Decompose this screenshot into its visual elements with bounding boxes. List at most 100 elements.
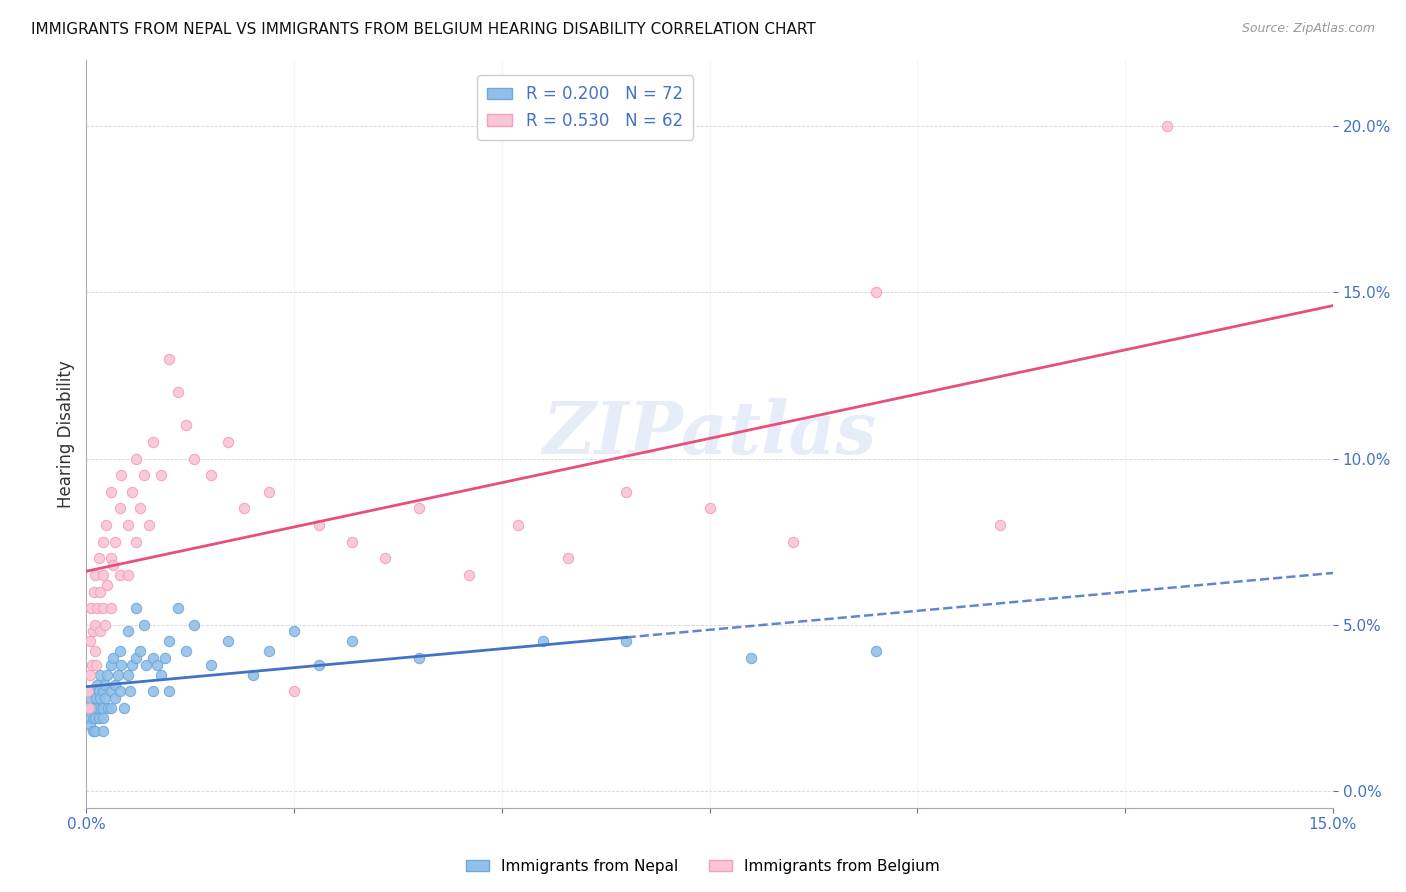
Point bbox=[103, 678, 125, 692]
Point bbox=[142, 684, 165, 698]
Legend: Immigrants from Nepal, Immigrants from Belgium: Immigrants from Nepal, Immigrants from B… bbox=[460, 853, 946, 880]
Point bbox=[100, 701, 122, 715]
Point bbox=[100, 601, 122, 615]
Point bbox=[77, 701, 100, 715]
Point bbox=[82, 624, 104, 639]
Point bbox=[129, 644, 152, 658]
Point bbox=[342, 534, 364, 549]
Point bbox=[616, 484, 638, 499]
Point bbox=[83, 584, 105, 599]
Point bbox=[118, 684, 141, 698]
Point bbox=[155, 651, 177, 665]
Point bbox=[84, 690, 107, 705]
Point bbox=[83, 724, 105, 739]
Point bbox=[374, 551, 396, 566]
Point bbox=[782, 534, 804, 549]
Point bbox=[101, 651, 124, 665]
Point bbox=[157, 351, 180, 366]
Point bbox=[865, 644, 887, 658]
Point bbox=[87, 711, 110, 725]
Point bbox=[108, 644, 131, 658]
Point bbox=[89, 690, 111, 705]
Point bbox=[97, 701, 120, 715]
Point bbox=[86, 601, 108, 615]
Point bbox=[82, 701, 104, 715]
Point bbox=[342, 634, 364, 648]
Point bbox=[91, 601, 114, 615]
Point bbox=[83, 617, 105, 632]
Point bbox=[91, 568, 114, 582]
Point bbox=[83, 644, 105, 658]
Point bbox=[83, 701, 105, 715]
Point bbox=[80, 684, 103, 698]
Point bbox=[865, 285, 887, 300]
Point bbox=[233, 501, 256, 516]
Point bbox=[82, 657, 104, 672]
Point bbox=[142, 434, 165, 449]
Point bbox=[87, 684, 110, 698]
Y-axis label: Hearing Disability: Hearing Disability bbox=[58, 359, 75, 508]
Point bbox=[96, 518, 118, 533]
Point bbox=[200, 657, 222, 672]
Point bbox=[217, 434, 239, 449]
Point bbox=[408, 651, 430, 665]
Point bbox=[138, 518, 160, 533]
Point bbox=[408, 501, 430, 516]
Point bbox=[82, 711, 104, 725]
Point bbox=[134, 468, 156, 483]
Point bbox=[108, 684, 131, 698]
Point bbox=[125, 651, 148, 665]
Point bbox=[93, 678, 115, 692]
Point bbox=[183, 617, 205, 632]
Point bbox=[84, 657, 107, 672]
Point bbox=[83, 684, 105, 698]
Text: IMMIGRANTS FROM NEPAL VS IMMIGRANTS FROM BELGIUM HEARING DISABILITY CORRELATION : IMMIGRANTS FROM NEPAL VS IMMIGRANTS FROM… bbox=[31, 22, 815, 37]
Point bbox=[86, 678, 108, 692]
Point bbox=[100, 657, 122, 672]
Point bbox=[91, 534, 114, 549]
Point bbox=[77, 684, 100, 698]
Point bbox=[104, 534, 127, 549]
Point bbox=[108, 501, 131, 516]
Text: Source: ZipAtlas.com: Source: ZipAtlas.com bbox=[1241, 22, 1375, 36]
Point bbox=[990, 518, 1012, 533]
Point bbox=[166, 601, 188, 615]
Point bbox=[89, 667, 111, 681]
Point bbox=[89, 584, 111, 599]
Point bbox=[146, 657, 169, 672]
Point bbox=[91, 701, 114, 715]
Point bbox=[121, 657, 143, 672]
Point bbox=[80, 601, 103, 615]
Point bbox=[308, 657, 330, 672]
Point bbox=[79, 711, 101, 725]
Point bbox=[96, 667, 118, 681]
Point bbox=[257, 484, 280, 499]
Point bbox=[110, 657, 132, 672]
Point bbox=[129, 501, 152, 516]
Point bbox=[101, 558, 124, 572]
Point bbox=[134, 617, 156, 632]
Point bbox=[100, 551, 122, 566]
Point bbox=[125, 451, 148, 466]
Point bbox=[90, 701, 112, 715]
Point bbox=[83, 711, 105, 725]
Point bbox=[142, 651, 165, 665]
Point bbox=[110, 468, 132, 483]
Point bbox=[77, 701, 100, 715]
Point bbox=[174, 418, 197, 433]
Point bbox=[457, 568, 479, 582]
Point bbox=[174, 644, 197, 658]
Point bbox=[87, 551, 110, 566]
Point bbox=[79, 717, 101, 731]
Point bbox=[83, 701, 105, 715]
Text: ZIPatlas: ZIPatlas bbox=[543, 398, 877, 469]
Point bbox=[100, 484, 122, 499]
Point bbox=[91, 724, 114, 739]
Point bbox=[87, 701, 110, 715]
Point bbox=[125, 534, 148, 549]
Point bbox=[242, 667, 264, 681]
Point bbox=[283, 624, 305, 639]
Point bbox=[699, 501, 721, 516]
Point bbox=[100, 684, 122, 698]
Point bbox=[150, 468, 173, 483]
